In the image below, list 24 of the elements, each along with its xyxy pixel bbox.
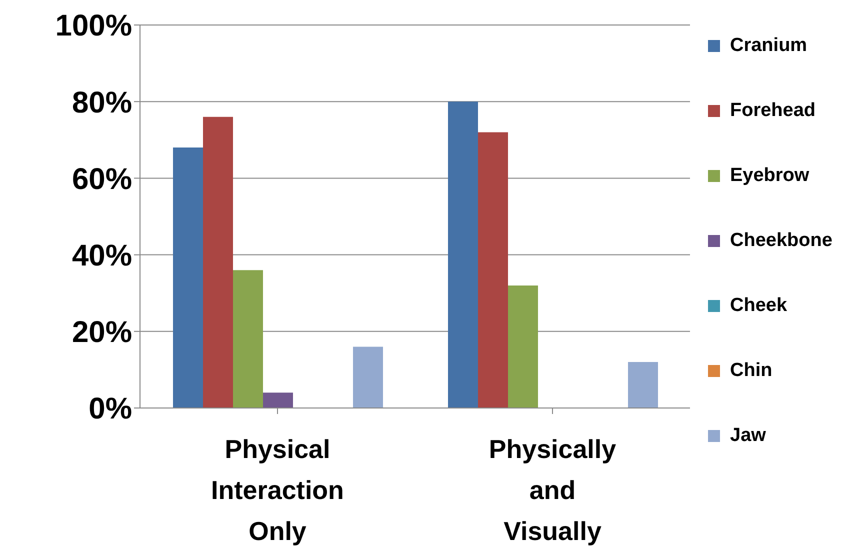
bar [353, 346, 383, 408]
legend-label: Cheekbone [730, 230, 832, 252]
x-tick-label: Physically and Visually [488, 434, 617, 546]
legend-label: Forehead [730, 100, 816, 122]
bar [263, 392, 293, 408]
bar [173, 148, 203, 408]
x-tick-label: Physical Interaction Only [211, 434, 344, 546]
y-tick-label: 0% [88, 392, 132, 426]
legend-label: Cheek [730, 294, 788, 316]
y-tick-label: 100% [55, 10, 132, 43]
bar [628, 362, 658, 408]
bar [203, 116, 233, 408]
bar [508, 285, 538, 408]
legend-label: Jaw [730, 424, 766, 446]
y-tick-label: 40% [72, 239, 132, 272]
legend-label: Cranium [730, 34, 808, 56]
bar [478, 132, 508, 408]
bar [448, 102, 478, 408]
legend-label: Chin [730, 360, 772, 382]
y-tick-label: 60% [72, 162, 132, 196]
y-tick-label: 80% [72, 86, 132, 120]
legend-label: Eyebrow [730, 164, 810, 186]
bar [233, 270, 263, 408]
y-tick-label: 20% [72, 316, 132, 350]
